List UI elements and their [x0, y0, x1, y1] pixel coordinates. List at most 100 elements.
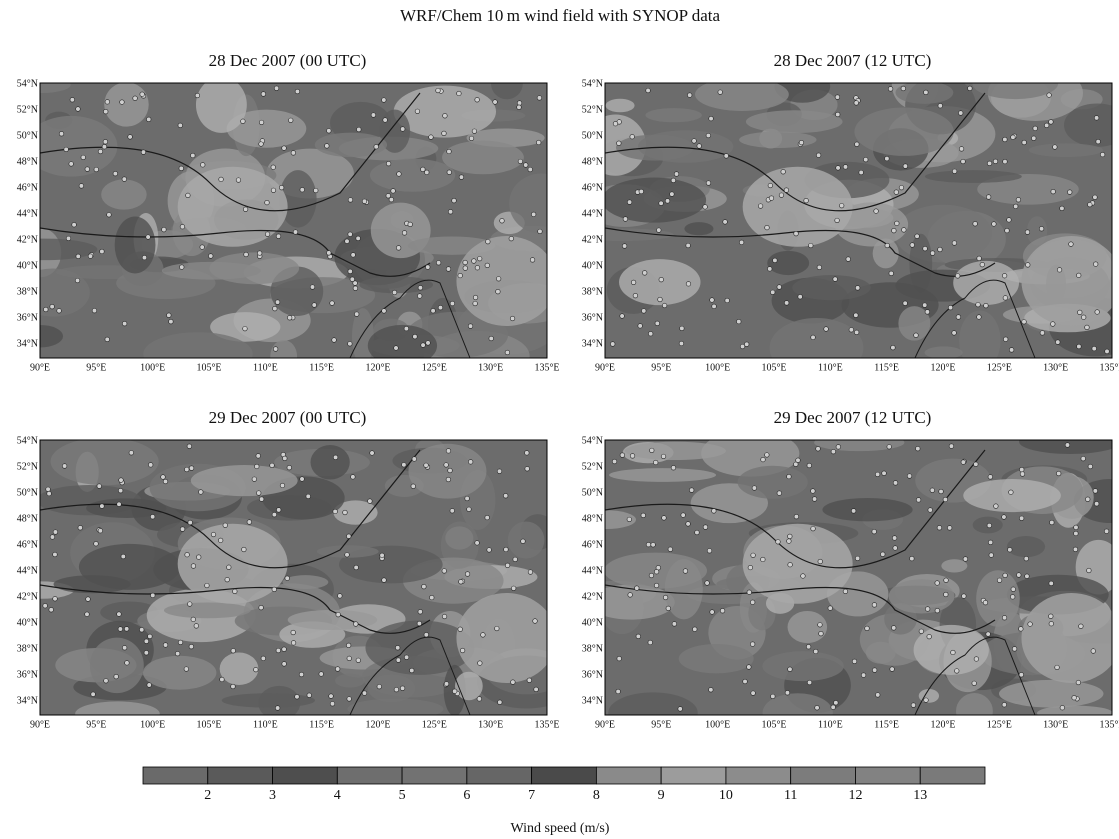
station	[1064, 442, 1071, 448]
station	[1087, 202, 1093, 208]
station	[947, 525, 953, 531]
station	[706, 548, 713, 554]
station	[183, 666, 189, 672]
lat-label: 54°N	[17, 78, 38, 89]
station	[350, 252, 356, 258]
station	[52, 596, 58, 602]
station	[537, 228, 543, 235]
station	[235, 177, 242, 183]
colorbar-label: 12	[848, 788, 862, 803]
wind-region	[509, 173, 547, 234]
colorbar-label: 6	[463, 788, 470, 803]
lat-label: 34°N	[582, 338, 603, 349]
station	[1010, 586, 1016, 592]
station	[947, 305, 954, 311]
wind-region	[490, 83, 523, 100]
station	[193, 623, 199, 629]
station	[827, 605, 833, 611]
station	[381, 97, 387, 103]
station	[275, 647, 281, 654]
station	[924, 309, 930, 315]
lat-label: 36°N	[582, 669, 603, 680]
station	[423, 462, 429, 468]
lat-label: 46°N	[17, 539, 38, 550]
wind-region	[769, 317, 864, 358]
station	[987, 474, 993, 480]
station	[1075, 679, 1081, 686]
lat-label: 52°N	[17, 461, 38, 472]
station	[347, 268, 353, 274]
station	[887, 86, 894, 92]
station	[139, 627, 145, 633]
station	[797, 294, 803, 300]
station	[848, 327, 854, 333]
station	[982, 600, 989, 606]
wind-region	[605, 98, 635, 113]
station	[702, 524, 709, 530]
station	[91, 308, 98, 314]
station	[1021, 319, 1027, 325]
station	[973, 461, 979, 467]
station	[230, 648, 236, 654]
station	[986, 522, 992, 529]
station	[1010, 594, 1016, 600]
station	[864, 625, 870, 631]
station	[875, 692, 881, 698]
lat-label: 46°N	[17, 182, 38, 193]
lon-label: 90°E	[30, 719, 50, 730]
station	[662, 302, 668, 309]
station	[512, 556, 518, 563]
station	[1056, 267, 1063, 273]
lat-label: 46°N	[582, 182, 603, 193]
station	[634, 585, 640, 591]
station	[1050, 321, 1056, 327]
station	[311, 302, 317, 308]
lat-label: 40°N	[582, 617, 603, 628]
station	[842, 164, 849, 170]
lon-label: 130°E	[1043, 362, 1068, 373]
station	[412, 334, 418, 340]
station	[1001, 702, 1007, 708]
station	[329, 300, 335, 306]
lat-label: 52°N	[582, 104, 603, 115]
station	[150, 592, 156, 598]
border	[605, 449, 986, 569]
station	[955, 273, 961, 279]
wind-region	[195, 83, 247, 133]
station	[179, 224, 186, 230]
lat-label: 46°N	[582, 539, 603, 550]
station	[290, 150, 296, 156]
border	[40, 449, 421, 569]
station	[269, 462, 275, 469]
station	[468, 459, 474, 465]
station	[324, 143, 330, 149]
station	[923, 697, 929, 703]
station	[793, 514, 799, 520]
station	[834, 217, 840, 224]
station	[680, 512, 686, 518]
lat-label: 52°N	[17, 104, 38, 115]
station	[346, 533, 352, 539]
wind-region	[89, 637, 144, 694]
station	[653, 582, 660, 589]
station	[264, 231, 271, 237]
station	[1018, 672, 1024, 678]
station	[685, 521, 691, 527]
wind-region	[913, 624, 989, 675]
station	[256, 490, 262, 496]
station	[210, 531, 217, 538]
station	[637, 323, 643, 329]
station	[927, 507, 933, 513]
station	[335, 612, 341, 618]
colorbar-box	[531, 766, 597, 785]
station	[1054, 664, 1060, 671]
border	[605, 227, 996, 277]
station	[459, 647, 466, 654]
station	[1077, 309, 1083, 315]
station	[430, 308, 436, 314]
station	[810, 334, 816, 340]
station	[1048, 119, 1054, 125]
lon-label: 115°E	[874, 719, 899, 730]
map-frame	[39, 82, 548, 359]
station	[474, 97, 480, 103]
